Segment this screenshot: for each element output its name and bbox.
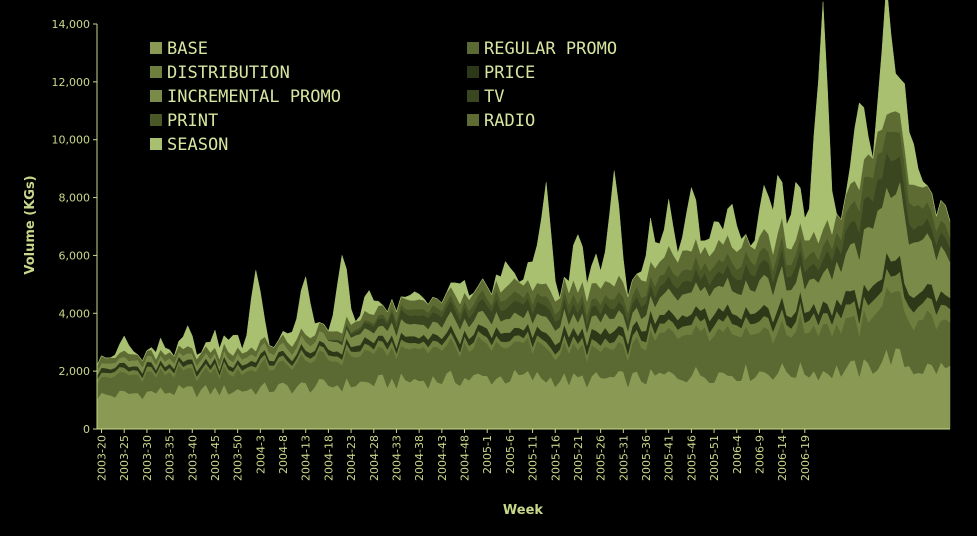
x-tick-label: 2005-21 (572, 435, 585, 481)
x-tick-label: 2004-23 (345, 435, 358, 481)
axes (96, 24, 950, 430)
x-tick-label: 2005-16 (549, 435, 562, 481)
legend-swatch (150, 90, 162, 102)
legend-swatch (467, 90, 479, 102)
y-tick-label: 4,000 (59, 307, 91, 320)
x-tick-label: 2004-13 (300, 435, 313, 481)
x-tick-label: 2006-4 (731, 435, 744, 474)
x-tick-label: 2004-43 (436, 435, 449, 481)
x-tick-label: 2004-33 (390, 435, 403, 481)
x-axis-ticks: 2003-20 2003-25 2003-30 2003-35 2003-40 2003-… (96, 429, 812, 481)
legend-label: BASE (167, 39, 208, 59)
y-tick-label: 2,000 (59, 365, 91, 378)
legend-swatch (467, 114, 479, 126)
legend-swatch (150, 138, 162, 150)
y-tick-label: 0 (83, 423, 90, 436)
x-axis-title: Week (503, 503, 544, 518)
legend-swatch (467, 42, 479, 54)
y-axis-ticks: 0 2,000 4,000 6,000 8,000 10,000 12,000 14,000 (52, 18, 97, 436)
x-tick-label: 2006-14 (776, 435, 789, 481)
legend-label: PRICE (484, 63, 535, 83)
legend-label: INCREMENTAL PROMO (167, 87, 341, 107)
x-tick-label: 2005-1 (481, 435, 494, 474)
y-tick-label: 14,000 (52, 18, 91, 31)
x-tick-label: 2003-50 (232, 435, 245, 481)
x-tick-label: 2004-18 (322, 435, 335, 481)
x-tick-label: 2003-20 (96, 435, 109, 481)
x-tick-label: 2003-45 (209, 435, 222, 481)
x-tick-label: 2003-35 (164, 435, 177, 481)
y-tick-label: 8,000 (59, 192, 91, 205)
series-area-season (96, 0, 951, 366)
legend-label: SEASON (167, 135, 228, 155)
series-areas (96, 0, 951, 430)
x-tick-label: 2004-28 (368, 435, 381, 481)
legend-label: TV (484, 87, 504, 107)
x-tick-label: 2005-36 (640, 435, 653, 481)
y-tick-label: 6,000 (59, 249, 91, 262)
x-tick-label: 2004-48 (459, 435, 472, 481)
x-tick-label: 2004-38 (413, 435, 426, 481)
x-tick-label: 2005-26 (595, 435, 608, 481)
x-tick-label: 2005-6 (504, 435, 517, 474)
legend-swatch (467, 66, 479, 78)
legend: BASE REGULAR PROMO DISTRIBUTION PRICE INCREM… (150, 39, 617, 155)
x-tick-label: 2004-3 (254, 435, 267, 474)
legend-label: RADIO (484, 111, 535, 131)
legend-swatch (150, 114, 162, 126)
legend-label: DISTRIBUTION (167, 63, 290, 83)
x-tick-label: 2006-19 (799, 435, 812, 481)
x-tick-label: 2005-46 (685, 435, 698, 481)
y-tick-label: 12,000 (52, 76, 91, 89)
x-tick-label: 2005-41 (663, 435, 676, 481)
legend-swatch (150, 66, 162, 78)
legend-label: PRINT (167, 111, 218, 131)
legend-swatch (150, 42, 162, 54)
x-tick-label: 2005-31 (617, 435, 630, 481)
x-tick-label: 2005-51 (708, 435, 721, 481)
x-tick-label: 2005-11 (527, 435, 540, 481)
x-tick-label: 2004-8 (277, 435, 290, 474)
y-axis-title: Volume (KGs) (23, 175, 38, 274)
y-tick-label: 10,000 (52, 134, 91, 147)
x-tick-label: 2003-30 (141, 435, 154, 481)
x-tick-label: 2003-25 (118, 435, 131, 481)
x-tick-label: 2003-40 (186, 435, 199, 481)
legend-label: REGULAR PROMO (484, 39, 617, 59)
x-tick-label: 2006-9 (753, 435, 766, 474)
